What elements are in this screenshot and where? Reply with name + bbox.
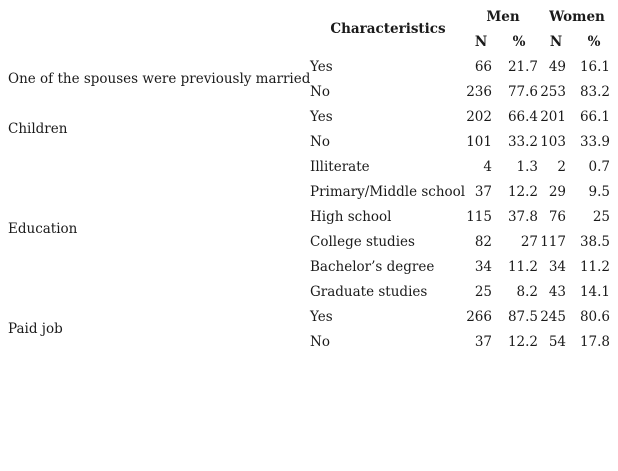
men-n-cell: 34 [474,259,492,275]
row-category: Illiterate [310,159,370,175]
row-category: High school [310,209,392,225]
women-n-cell: 76 [548,209,566,225]
row-category: Graduate studies [310,284,428,300]
women-pct-cell: 14.1 [579,284,610,300]
men-pct-cell: 66.4 [507,109,538,125]
women-n-cell: 253 [540,84,566,100]
men-pct-cell: 87.5 [507,309,538,325]
women-pct-cell: 38.5 [579,234,610,250]
men-n-header: N [474,34,488,50]
women-pct-cell: 16.1 [579,59,610,75]
men-n-cell: 82 [474,234,492,250]
women-n-cell: 29 [548,184,566,200]
women-n-header: N [549,34,563,50]
women-n-cell: 34 [548,259,566,275]
men-pct-cell: 33.2 [507,134,538,150]
group-label: One of the spouses were previously marri… [8,71,311,87]
men-pct-cell: 12.2 [507,334,538,350]
men-pct-cell: 12.2 [507,184,538,200]
women-n-cell: 117 [540,234,566,250]
men-pct-cell: 37.8 [507,209,538,225]
row-category: No [310,134,330,150]
men-n-cell: 25 [474,284,492,300]
men-n-cell: 66 [474,59,492,75]
women-n-cell: 49 [548,59,566,75]
men-n-cell: 266 [466,309,492,325]
women-header: Women [549,9,605,25]
women-n-cell: 201 [540,109,566,125]
women-pct-cell: 17.8 [579,334,610,350]
women-pct-cell: 66.1 [579,109,610,125]
women-pct-cell: 83.2 [579,84,610,100]
men-n-cell: 236 [466,84,492,100]
men-pct-cell: 8.2 [516,284,538,300]
men-pct-cell: 11.2 [507,259,538,275]
row-category: Primary/Middle school [310,184,466,200]
women-n-cell: 43 [548,284,566,300]
women-pct-cell: 33.9 [579,134,610,150]
men-n-cell: 37 [474,184,492,200]
women-n-cell: 103 [540,134,566,150]
row-category: Yes [310,309,333,325]
women-n-cell: 2 [557,159,566,175]
men-pct-header: % [512,34,526,50]
women-pct-cell: 0.7 [588,159,610,175]
women-n-cell: 54 [548,334,566,350]
men-header: Men [486,9,520,25]
women-pct-cell: 9.5 [588,184,610,200]
men-n-cell: 37 [474,334,492,350]
row-category: Bachelor’s degree [310,259,435,275]
men-n-cell: 202 [466,109,492,125]
group-label: Education [8,221,78,237]
men-pct-cell: 21.7 [507,59,538,75]
men-n-cell: 4 [483,159,492,175]
row-category: Yes [310,59,333,75]
men-pct-cell: 77.6 [507,84,538,100]
group-label: Paid job [8,321,63,337]
women-pct-header: % [587,34,601,50]
group-label: Children [8,121,68,137]
men-pct-cell: 1.3 [516,159,538,175]
characteristics-header: Characteristics [330,21,446,37]
women-pct-cell: 25 [592,209,610,225]
women-n-cell: 245 [540,309,566,325]
row-category: No [310,334,330,350]
women-pct-cell: 11.2 [579,259,610,275]
women-pct-cell: 80.6 [579,309,610,325]
men-n-cell: 115 [466,209,492,225]
row-category: No [310,84,330,100]
row-category: College studies [310,234,415,250]
men-n-cell: 101 [466,134,492,150]
men-pct-cell: 27 [520,234,538,250]
row-category: Yes [310,109,333,125]
